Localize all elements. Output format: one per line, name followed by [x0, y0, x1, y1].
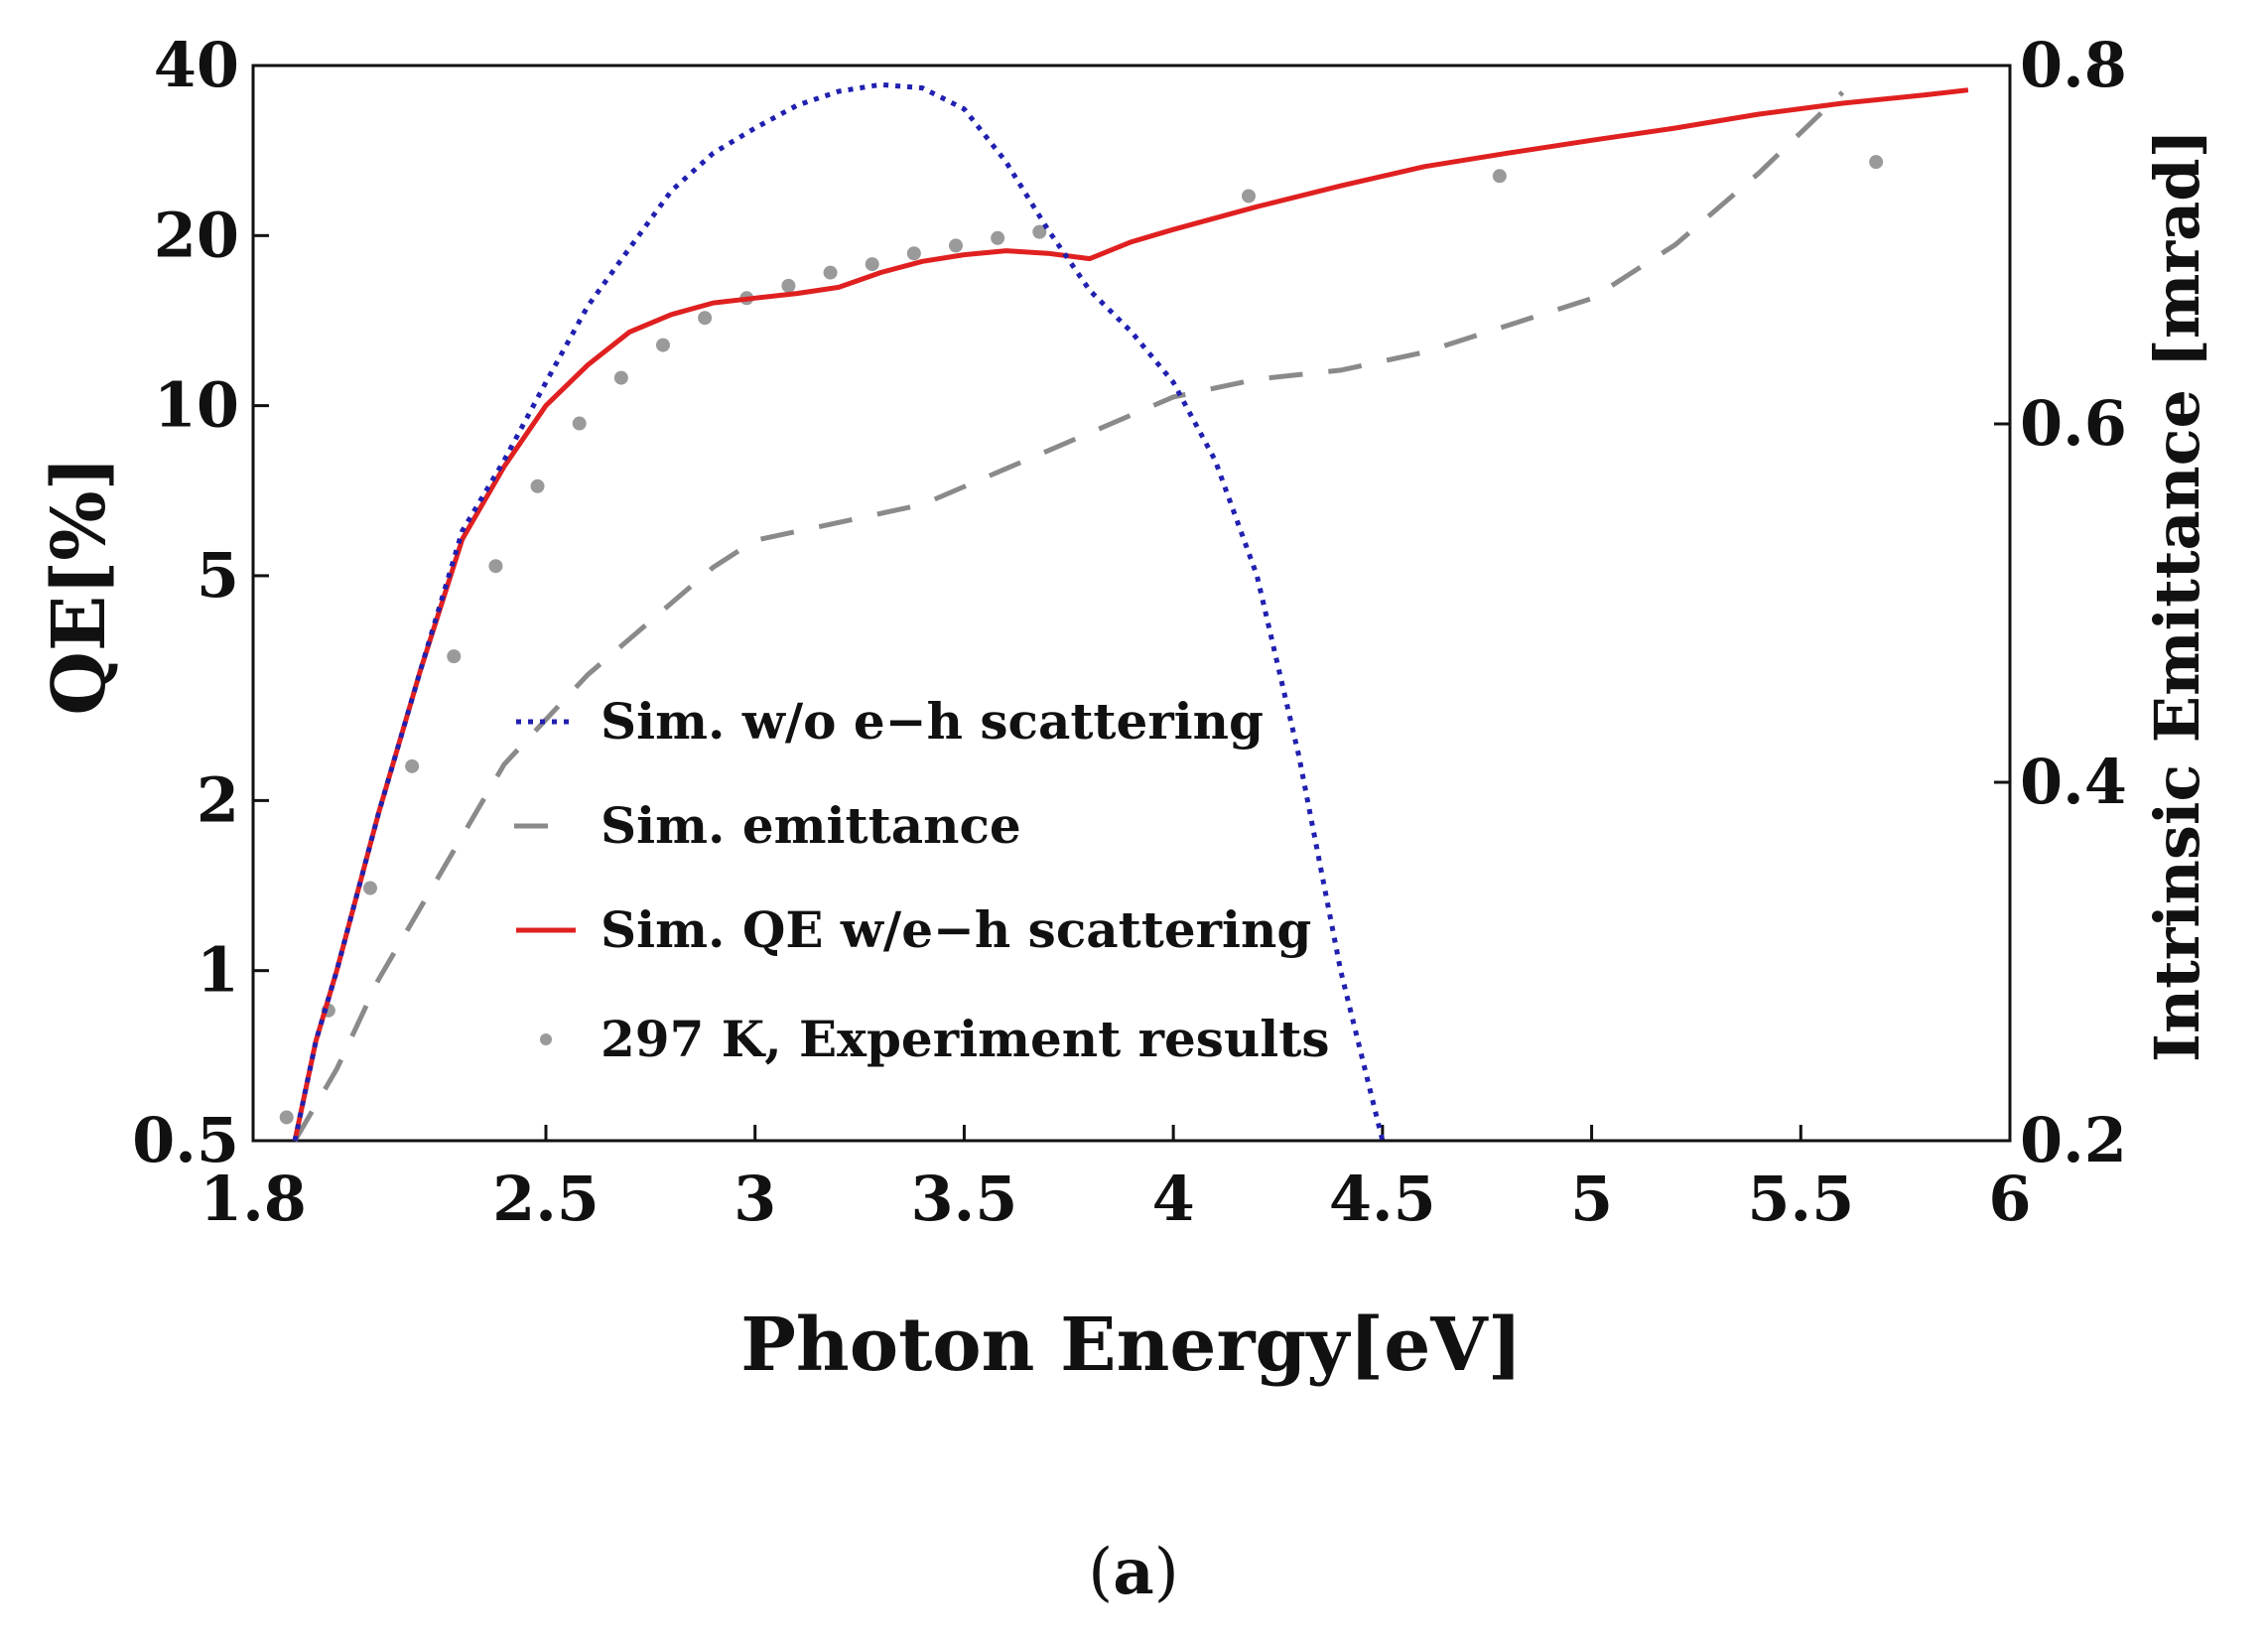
x-tick-label: 4.5 — [1329, 1163, 1436, 1235]
experiment-point — [363, 881, 377, 895]
experiment-point — [781, 278, 796, 293]
experiment-point — [656, 338, 670, 352]
experiment-point — [991, 230, 1005, 245]
y-right-axis-title: Intrinsic Emittance [mrad] — [2141, 129, 2213, 1062]
experiment-point — [1242, 189, 1256, 204]
y-left-axis-ticks: 0.5 1 2 5 10 20 40 — [132, 29, 269, 1176]
y-left-tick-label: 5 — [197, 539, 239, 612]
experiment-point — [405, 758, 420, 773]
x-tick-label: 5 — [1570, 1163, 1613, 1235]
y-left-tick-label: 1 — [197, 934, 239, 1007]
x-tick-label: 4 — [1152, 1163, 1195, 1235]
experiment-point — [1492, 169, 1507, 184]
caption-label: a — [1113, 1535, 1153, 1609]
y-left-tick-label: 20 — [154, 199, 239, 271]
y-right-tick-label: 0.2 — [2020, 1104, 2127, 1176]
series-line-dashed — [292, 90, 1845, 1143]
y-left-tick-label: 0.5 — [132, 1104, 239, 1176]
x-tick-label: 3 — [734, 1163, 776, 1235]
experiment-point — [613, 370, 628, 385]
legend-label-emittance: Sim. emittance — [600, 796, 1021, 855]
y-left-tick-label: 10 — [154, 369, 239, 442]
experiment-point — [865, 257, 879, 272]
x-tick-label: 5.5 — [1747, 1163, 1854, 1235]
legend-sample-marker — [540, 1033, 552, 1045]
experiment-point — [949, 238, 963, 253]
y-right-tick-label: 0.8 — [2020, 29, 2127, 101]
y-right-tick-label: 0.6 — [2020, 387, 2127, 460]
experiment-point — [447, 649, 462, 664]
x-tick-label: 6 — [1988, 1163, 2031, 1235]
y-left-axis-title: QE[%] — [37, 456, 122, 715]
x-tick-label: 2.5 — [492, 1163, 600, 1235]
x-axis-ticks: 1.8 2.5 3 3.5 4 4.5 5 5.5 6 — [200, 1125, 2032, 1235]
experiment-point — [1032, 224, 1047, 239]
experiment-point — [906, 246, 921, 261]
y-left-tick-label: 2 — [197, 763, 239, 836]
caption-open: ( — [1088, 1536, 1113, 1609]
legend-label-qe-scattering: Sim. QE w/e−h scattering — [600, 900, 1311, 959]
series-line-solid — [292, 87, 1969, 1142]
legend: Sim. w/o e−h scattering Sim. emittance S… — [514, 692, 1330, 1068]
x-axis-title: Photon Energy[eV] — [740, 1303, 1522, 1388]
x-tick-label: 1.8 — [200, 1163, 307, 1235]
experiment-point — [488, 559, 503, 574]
y-right-tick-label: 0.4 — [2020, 746, 2127, 818]
y-right-axis-ticks: 0.2 0.4 0.6 0.8 — [1994, 29, 2127, 1176]
experiment-point — [279, 1110, 294, 1125]
x-tick-label: 3.5 — [910, 1163, 1017, 1235]
series-line-dotted — [292, 81, 1386, 1142]
experiment-point — [1869, 155, 1884, 170]
caption-close: ) — [1154, 1536, 1179, 1609]
y-left-tick-label: 40 — [154, 29, 239, 101]
series-layer — [279, 81, 1969, 1143]
legend-label-experiment: 297 K, Experiment results — [600, 1010, 1330, 1068]
figure-caption: (a) — [1088, 1535, 1178, 1609]
experiment-point — [823, 265, 838, 280]
experiment-point — [572, 416, 587, 431]
experiment-point — [530, 479, 545, 493]
plot-frame — [251, 64, 2012, 1143]
legend-label-no-scattering: Sim. w/o e−h scattering — [600, 692, 1264, 751]
experiment-point — [698, 311, 713, 326]
